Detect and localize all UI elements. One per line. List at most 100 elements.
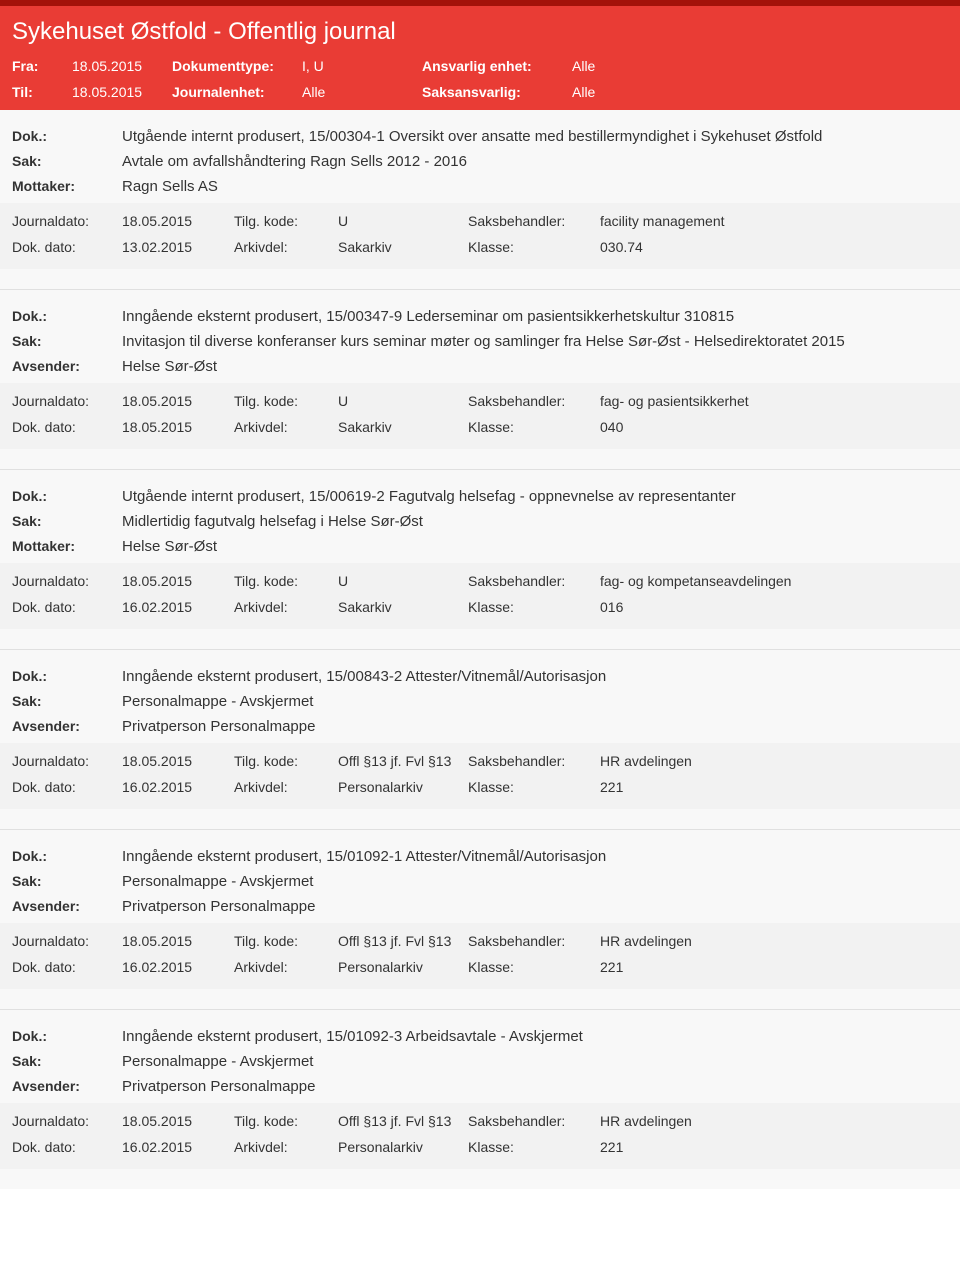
dokdato-value: 16.02.2015: [122, 779, 234, 795]
entry-meta: Journaldato:18.05.2015Tilg. kode:Offl §1…: [0, 1103, 960, 1169]
dokdato-value: 13.02.2015: [122, 239, 234, 255]
party-value: Helse Sør-Øst: [122, 538, 217, 555]
dokdato-value: 16.02.2015: [122, 599, 234, 615]
sak-label: Sak:: [12, 693, 122, 710]
til-label: Til:: [12, 84, 72, 100]
entry-row: Avsender:Privatperson Personalmappe: [12, 898, 948, 915]
dok-label: Dok.:: [12, 668, 122, 685]
entry-row: Dok.:Utgående internt produsert, 15/0030…: [12, 128, 948, 145]
dok-value: Inngående eksternt produsert, 15/00347-9…: [122, 308, 734, 325]
entry-meta: Journaldato:18.05.2015Tilg. kode:Offl §1…: [0, 923, 960, 989]
dok-value: Inngående eksternt produsert, 15/00843-2…: [122, 668, 606, 685]
saksbehandler-value: facility management: [600, 213, 725, 229]
tilgkode-label: Tilg. kode:: [234, 1113, 338, 1129]
journaldato-value: 18.05.2015: [122, 753, 234, 769]
arkivdel-value: Sakarkiv: [338, 419, 468, 435]
dok-value: Inngående eksternt produsert, 15/01092-1…: [122, 848, 606, 865]
journaldato-label: Journaldato:: [12, 1113, 122, 1129]
entry-row: Avsender:Privatperson Personalmappe: [12, 718, 948, 735]
entry-row: Avsender:Helse Sør-Øst: [12, 358, 948, 375]
dok-label: Dok.:: [12, 848, 122, 865]
sak-value: Personalmappe - Avskjermet: [122, 873, 313, 890]
dokdato-label: Dok. dato:: [12, 239, 122, 255]
arkivdel-label: Arkivdel:: [234, 599, 338, 615]
dokdato-value: 16.02.2015: [122, 1139, 234, 1155]
saksbehandler-label: Saksbehandler:: [468, 213, 600, 229]
entry-meta: Journaldato:18.05.2015Tilg. kode:USaksbe…: [0, 203, 960, 269]
entry-meta: Journaldato:18.05.2015Tilg. kode:USaksbe…: [0, 383, 960, 449]
party-value: Privatperson Personalmappe: [122, 898, 315, 915]
sak-value: Personalmappe - Avskjermet: [122, 693, 313, 710]
dokdato-value: 16.02.2015: [122, 959, 234, 975]
klasse-label: Klasse:: [468, 1139, 600, 1155]
arkivdel-label: Arkivdel:: [234, 779, 338, 795]
meta-row: Journaldato:18.05.2015Tilg. kode:Offl §1…: [0, 753, 960, 769]
meta-row: Dok. dato:16.02.2015Arkivdel:SakarkivKla…: [0, 599, 960, 615]
entry-row: Mottaker:Helse Sør-Øst: [12, 538, 948, 555]
klasse-label: Klasse:: [468, 239, 600, 255]
entry-row: Sak:Invitasjon til diverse konferanser k…: [12, 333, 948, 350]
entry-row: Dok.:Utgående internt produsert, 15/0061…: [12, 488, 948, 505]
tilgkode-value: U: [338, 213, 468, 229]
ansvarlig-label: Ansvarlig enhet:: [422, 58, 572, 74]
saksansvarlig-value: Alle: [572, 84, 702, 100]
arkivdel-value: Sakarkiv: [338, 239, 468, 255]
saksbehandler-value: HR avdelingen: [600, 1113, 692, 1129]
saksbehandler-label: Saksbehandler:: [468, 933, 600, 949]
party-label: Avsender:: [12, 718, 122, 735]
saksbehandler-label: Saksbehandler:: [468, 1113, 600, 1129]
entry-row: Sak:Personalmappe - Avskjermet: [12, 873, 948, 890]
arkivdel-value: Personalarkiv: [338, 779, 468, 795]
journal-entry: Dok.:Utgående internt produsert, 15/0030…: [0, 110, 960, 290]
party-value: Helse Sør-Øst: [122, 358, 217, 375]
klasse-value: 016: [600, 599, 623, 615]
journaldato-label: Journaldato:: [12, 933, 122, 949]
entry-summary: Dok.:Utgående internt produsert, 15/0061…: [12, 470, 948, 555]
ansvarlig-value: Alle: [572, 58, 702, 74]
meta-row: Dok. dato:18.05.2015Arkivdel:SakarkivKla…: [0, 419, 960, 435]
saksbehandler-label: Saksbehandler:: [468, 573, 600, 589]
meta-row: Dok. dato:16.02.2015Arkivdel:Personalark…: [0, 959, 960, 975]
party-label: Avsender:: [12, 1078, 122, 1095]
tilgkode-label: Tilg. kode:: [234, 213, 338, 229]
entry-meta: Journaldato:18.05.2015Tilg. kode:Offl §1…: [0, 743, 960, 809]
party-value: Ragn Sells AS: [122, 178, 218, 195]
doktype-label: Dokumenttype:: [172, 58, 302, 74]
journaldato-label: Journaldato:: [12, 393, 122, 409]
sak-value: Midlertidig fagutvalg helsefag i Helse S…: [122, 513, 423, 530]
journaldato-value: 18.05.2015: [122, 393, 234, 409]
entry-summary: Dok.:Inngående eksternt produsert, 15/01…: [12, 1010, 948, 1095]
meta-row: Journaldato:18.05.2015Tilg. kode:USaksbe…: [0, 393, 960, 409]
entry-row: Sak:Personalmappe - Avskjermet: [12, 693, 948, 710]
arkivdel-value: Sakarkiv: [338, 599, 468, 615]
tilgkode-value: U: [338, 393, 468, 409]
klasse-label: Klasse:: [468, 599, 600, 615]
tilgkode-label: Tilg. kode:: [234, 753, 338, 769]
dokdato-label: Dok. dato:: [12, 419, 122, 435]
sak-label: Sak:: [12, 513, 122, 530]
fra-label: Fra:: [12, 58, 72, 74]
sak-label: Sak:: [12, 873, 122, 890]
saksbehandler-value: HR avdelingen: [600, 753, 692, 769]
fra-value: 18.05.2015: [72, 58, 172, 74]
journal-entry: Dok.:Inngående eksternt produsert, 15/00…: [0, 290, 960, 470]
entry-row: Dok.:Inngående eksternt produsert, 15/00…: [12, 668, 948, 685]
header-filter-grid: Fra: 18.05.2015 Dokumenttype: I, U Ansva…: [12, 58, 948, 100]
meta-row: Dok. dato:16.02.2015Arkivdel:Personalark…: [0, 1139, 960, 1155]
dok-value: Utgående internt produsert, 15/00304-1 O…: [122, 128, 822, 145]
entry-row: Sak:Midlertidig fagutvalg helsefag i Hel…: [12, 513, 948, 530]
saksbehandler-label: Saksbehandler:: [468, 393, 600, 409]
dok-value: Inngående eksternt produsert, 15/01092-3…: [122, 1028, 583, 1045]
journaldato-value: 18.05.2015: [122, 1113, 234, 1129]
journalenhet-label: Journalenhet:: [172, 84, 302, 100]
entry-row: Dok.:Inngående eksternt produsert, 15/00…: [12, 308, 948, 325]
entry-summary: Dok.:Inngående eksternt produsert, 15/00…: [12, 650, 948, 735]
klasse-value: 221: [600, 1139, 623, 1155]
dokdato-label: Dok. dato:: [12, 1139, 122, 1155]
journal-entry: Dok.:Utgående internt produsert, 15/0061…: [0, 470, 960, 650]
journaldato-label: Journaldato:: [12, 213, 122, 229]
klasse-label: Klasse:: [468, 959, 600, 975]
tilgkode-label: Tilg. kode:: [234, 393, 338, 409]
journal-entry: Dok.:Inngående eksternt produsert, 15/00…: [0, 650, 960, 830]
party-value: Privatperson Personalmappe: [122, 718, 315, 735]
